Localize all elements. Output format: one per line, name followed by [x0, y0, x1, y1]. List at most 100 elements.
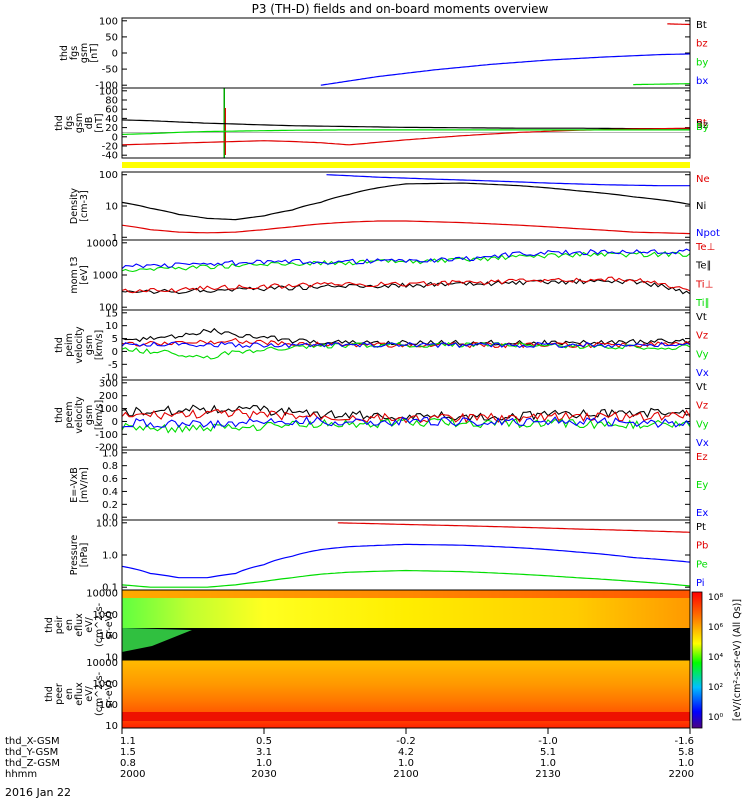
y-tick-label: 300 — [99, 378, 118, 389]
series-line-bt — [121, 119, 690, 130]
panel-ylabel-line: thd — [59, 45, 70, 61]
panel-peir_eflux: thd peir en eflux eV/(cm^2-s-sr-eV) 10000 1000… — [44, 588, 691, 664]
legend-entry: by — [696, 57, 708, 68]
y-tick-label: 0.8 — [102, 461, 118, 472]
legend-entry: Pe — [696, 559, 708, 570]
y-tick-label: 1.0 — [102, 551, 118, 562]
series-line-vt — [121, 327, 691, 346]
ephemeris-value: 3.1 — [256, 747, 272, 758]
ephemeris-value: -1.6 — [674, 736, 694, 747]
panel-ylabel-line: peim — [64, 333, 75, 357]
panel-peim_velocity: thd peim velocity gsm [km/s]15 10 5 0 -5 -10 Vt Vz V… — [54, 308, 709, 383]
legend-entry: Vt — [696, 312, 707, 323]
panel-ylabel-line: [nPa] — [79, 543, 90, 568]
panel-ylabel-line: peem — [64, 402, 75, 429]
legend-entry: Te⊥ — [695, 242, 715, 253]
ephemeris-value: 2100 — [393, 769, 418, 780]
panel-peer_eflux: thd peer en eflux eV/(cm^2-s-sr-eV) 10000 1000… — [44, 658, 691, 732]
ephemeris-value: 1.5 — [120, 747, 136, 758]
series-line-by — [121, 129, 690, 135]
y-tick-label: 0.6 — [102, 474, 118, 485]
ephemeris-value: 1.0 — [540, 758, 556, 769]
panel-pressure: Pressure [nPa] 10.0 1.0 0.1 Pt Pb Pe Pi — [69, 518, 708, 593]
y-tick-label: 100 — [99, 86, 118, 97]
legend-entry: Ne — [696, 174, 710, 185]
y-tick-label: -10 — [102, 373, 118, 384]
legend-entry: Te∥ — [695, 261, 712, 272]
series-line-by — [633, 83, 690, 86]
series-line-bz — [667, 23, 690, 26]
figure-title: P3 (TH-D) fields and on-board moments ov… — [252, 2, 549, 16]
y-tick-label: 10 — [105, 202, 118, 213]
panel-ylabel-line: E=-VxB — [69, 467, 80, 502]
y-tick-label: 100 — [99, 170, 118, 181]
colorbar-tick-label: 10⁸ — [708, 593, 723, 603]
panel-ylabel-line: eV/ — [84, 616, 95, 632]
legend-entry: Ey — [696, 480, 708, 491]
y-tick-label: 15 — [105, 308, 118, 319]
y-tick-label: 10.0 — [96, 518, 118, 529]
date-label: 2016 Jan 22 — [5, 786, 71, 799]
panel-ylabel-line: velocity — [74, 326, 85, 364]
spectrogram-high-energy-band — [122, 590, 690, 598]
panel-temperature: mom t3 [eV] 10000 1000 100 Te⊥ Te∥ Ti⊥ Ti∥ — [69, 238, 715, 313]
legend-entry: Bt — [696, 20, 707, 31]
panel-ylabel-line: [eV] — [79, 265, 90, 285]
series-line-vx — [121, 415, 691, 429]
series-line-pi — [121, 543, 691, 579]
panel-ylabel-line: gsm — [84, 405, 95, 425]
panel-ylabel-line: en — [64, 619, 75, 631]
panel-fgs_btotal: thd fgs gsm [nT] 100 50 0 -50 -100 Bt bz by bx — [59, 16, 708, 91]
panel-ylabel-line: eflux — [74, 613, 85, 637]
panel-ylabel-line: mom t3 — [69, 256, 80, 293]
legend-entry: Vx — [696, 438, 709, 449]
y-tick-label: 0 — [112, 132, 118, 143]
series-line-pe — [121, 569, 691, 588]
series-line-te — [121, 278, 691, 295]
y-tick-label: -100 — [95, 430, 118, 441]
series-line-te — [121, 276, 691, 294]
y-tick-label: 60 — [105, 105, 118, 116]
series-line-ne — [121, 220, 691, 235]
colorbar-gradient — [691, 591, 703, 729]
panel-ylabel-line: [km/s] — [94, 400, 105, 430]
series-line-bx — [320, 53, 691, 86]
y-tick-label: 5 — [112, 334, 118, 345]
legend-entry: By — [696, 122, 709, 133]
panel-density: Density [cm-3] 100 10 1 Ne Ni Npot — [69, 170, 720, 244]
legend-entry: Pi — [696, 578, 705, 589]
panel-ylabel-line: [cm-3] — [79, 190, 90, 221]
colorbar-tick-label: 10² — [708, 683, 723, 693]
ephemeris-value: -1.0 — [538, 736, 558, 747]
legend-entry: bz — [696, 39, 708, 50]
panel-frame — [121, 449, 691, 521]
panel-ylabel-line: thd — [44, 686, 55, 702]
ephemeris-row-label: thd_Y-GSM — [5, 747, 58, 758]
panel-ylabel-line: peir — [54, 616, 65, 635]
panel-ylabel-line: thd — [54, 115, 65, 131]
y-tick-label: 10000 — [86, 658, 118, 669]
y-tick-label: -50 — [102, 65, 118, 76]
y-tick-label: 1000 — [93, 271, 118, 282]
legend-entry: Ti⊥ — [695, 279, 713, 290]
flag-bar — [122, 162, 690, 168]
ephemeris-value: 1.0 — [398, 758, 414, 769]
panel-ylabel-line: velocity — [74, 396, 85, 434]
legend-entry: Bz — [696, 120, 708, 131]
y-tick-label: 10 — [105, 653, 118, 664]
panel-ylabel-line: (cm^2-s- — [94, 672, 105, 716]
ephemeris-value: -0.2 — [396, 736, 416, 747]
panel-ylabel-line: thd — [44, 617, 55, 633]
series-line-ti — [121, 248, 691, 270]
series-line-vz — [121, 337, 691, 349]
y-tick-label: 1.0 — [102, 448, 118, 459]
ephemeris-value: 5.8 — [678, 747, 694, 758]
ephemeris-row-label: hhmm — [5, 769, 37, 780]
panel-peem_velocity: thd peem velocity gsm [km/s] 300 200 100 0 -100 -2… — [54, 378, 709, 453]
y-tick-label: 0 — [112, 49, 118, 60]
y-tick-label: 50 — [105, 32, 118, 43]
legend-entry: Pb — [696, 541, 708, 552]
y-tick-label: 0 — [112, 347, 118, 358]
